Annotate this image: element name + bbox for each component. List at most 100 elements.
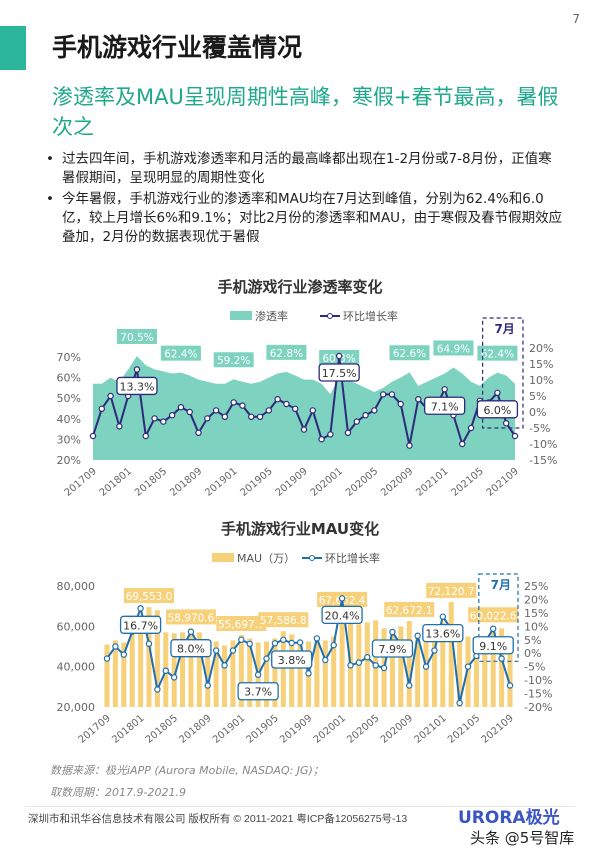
growth-point	[309, 407, 316, 414]
growth-point	[506, 682, 514, 689]
area-data-label: 62.4%	[481, 349, 514, 361]
highlight-label: 7月	[494, 322, 514, 336]
growth-point	[221, 413, 229, 420]
growth-data-label: 7.1%	[431, 400, 459, 413]
bar-data-label-box	[165, 609, 216, 625]
mau-bar	[331, 636, 337, 707]
left-axis-tick: 30%	[57, 433, 81, 446]
mau-bar	[138, 618, 144, 707]
mau-bar	[507, 642, 513, 707]
x-axis-tick: 201801	[98, 466, 134, 499]
growth-data-label: 7.9%	[378, 643, 406, 656]
growth-data-label: 3.8%	[278, 654, 306, 667]
mau-bar	[171, 633, 177, 707]
right-axis-tick: 0%	[529, 406, 546, 419]
growth-point	[89, 432, 97, 440]
growth-point	[254, 671, 262, 678]
growth-point	[338, 595, 346, 602]
mau-bar	[314, 636, 320, 707]
growth-point	[204, 415, 211, 422]
mau-bar	[222, 645, 228, 707]
growth-point	[318, 435, 325, 443]
right-axis-tick: -10%	[524, 674, 552, 687]
legend-marker	[327, 313, 333, 319]
growth-point	[186, 408, 193, 416]
right-axis-tick: 5%	[529, 390, 546, 403]
x-axis-tick: 202005	[345, 713, 381, 746]
x-axis-tick: 202009	[379, 713, 415, 746]
bar-data-label-box	[258, 612, 309, 628]
bar-data-label: 62,672.1	[386, 605, 433, 617]
growth-point	[170, 674, 178, 681]
growth-point	[296, 639, 304, 646]
growth-data-label-box	[321, 605, 363, 625]
mau-bar	[272, 638, 278, 707]
growth-point	[355, 659, 363, 666]
mau-bar	[180, 632, 186, 707]
left-axis-tick: 20,000	[57, 701, 96, 714]
x-axis-tick: 201809	[177, 713, 213, 746]
source-note: 数据来源：极光iAPP (Aurora Mobile, NASDAQ: JG)；…	[50, 760, 324, 804]
area-data-label-box	[433, 340, 474, 356]
growth-point	[133, 366, 141, 373]
growth-point	[280, 636, 287, 643]
mau-bar	[415, 634, 421, 707]
growth-point	[265, 407, 273, 414]
right-axis-tick: -15%	[524, 688, 552, 701]
mau-bar	[322, 640, 328, 707]
growth-point	[503, 419, 510, 427]
growth-point	[137, 605, 144, 612]
x-axis-tick: 201805	[144, 713, 180, 746]
right-axis-tick: 15%	[524, 607, 548, 620]
left-axis-tick: 40,000	[57, 661, 96, 674]
mau-bar	[188, 628, 194, 707]
growth-point	[371, 407, 378, 414]
growth-point	[187, 628, 195, 635]
growth-point	[112, 643, 119, 650]
mau-bar	[389, 632, 395, 707]
growth-point	[322, 656, 329, 664]
growth-data-label-box	[476, 400, 519, 419]
bar-data-label-box	[123, 588, 174, 604]
area-data-label: 70.5%	[120, 332, 153, 344]
growth-point	[204, 682, 211, 689]
watermark: 头条 @5号智库	[470, 829, 575, 847]
chart-title: 手机游戏行业MAU变化	[221, 520, 379, 538]
mau-bar	[289, 634, 295, 707]
mau-bar	[146, 607, 152, 707]
growth-point	[300, 426, 308, 433]
legend-label: 渗透率	[255, 309, 288, 323]
growth-point	[212, 407, 220, 414]
x-axis-tick: 201909	[278, 713, 314, 746]
bar-data-label: 57,586.8	[260, 615, 307, 627]
growth-point	[439, 613, 447, 620]
growth-data-label: 20.4%	[325, 609, 360, 622]
mau-bar	[431, 628, 437, 707]
area-data-label-box	[213, 352, 254, 368]
mau-bar	[440, 622, 446, 707]
growth-point	[380, 664, 388, 672]
mau-bar	[112, 640, 118, 707]
right-axis-tick: 25%	[524, 580, 548, 593]
area-data-label: 62.8%	[270, 348, 303, 360]
growth-point	[389, 628, 396, 636]
legend-label: 环比增长率	[325, 551, 380, 565]
area-data-label: 62.6%	[393, 348, 426, 360]
growth-point	[494, 389, 501, 397]
x-axis-tick: 201809	[168, 466, 204, 499]
mau-bar	[465, 636, 471, 707]
legend-marker	[309, 555, 315, 561]
growth-data-label-box	[371, 639, 414, 658]
growth-point	[414, 632, 421, 639]
growth-point	[160, 418, 167, 425]
growth-point	[388, 391, 396, 398]
growth-point	[292, 405, 299, 412]
growth-point	[263, 655, 270, 662]
growth-point	[256, 413, 264, 420]
mau-bar	[264, 641, 270, 707]
growth-data-label: 3.7%	[244, 686, 272, 699]
x-axis-tick: 202009	[379, 466, 415, 499]
legend-label: 环比增长率	[343, 309, 398, 323]
growth-point	[362, 411, 369, 419]
